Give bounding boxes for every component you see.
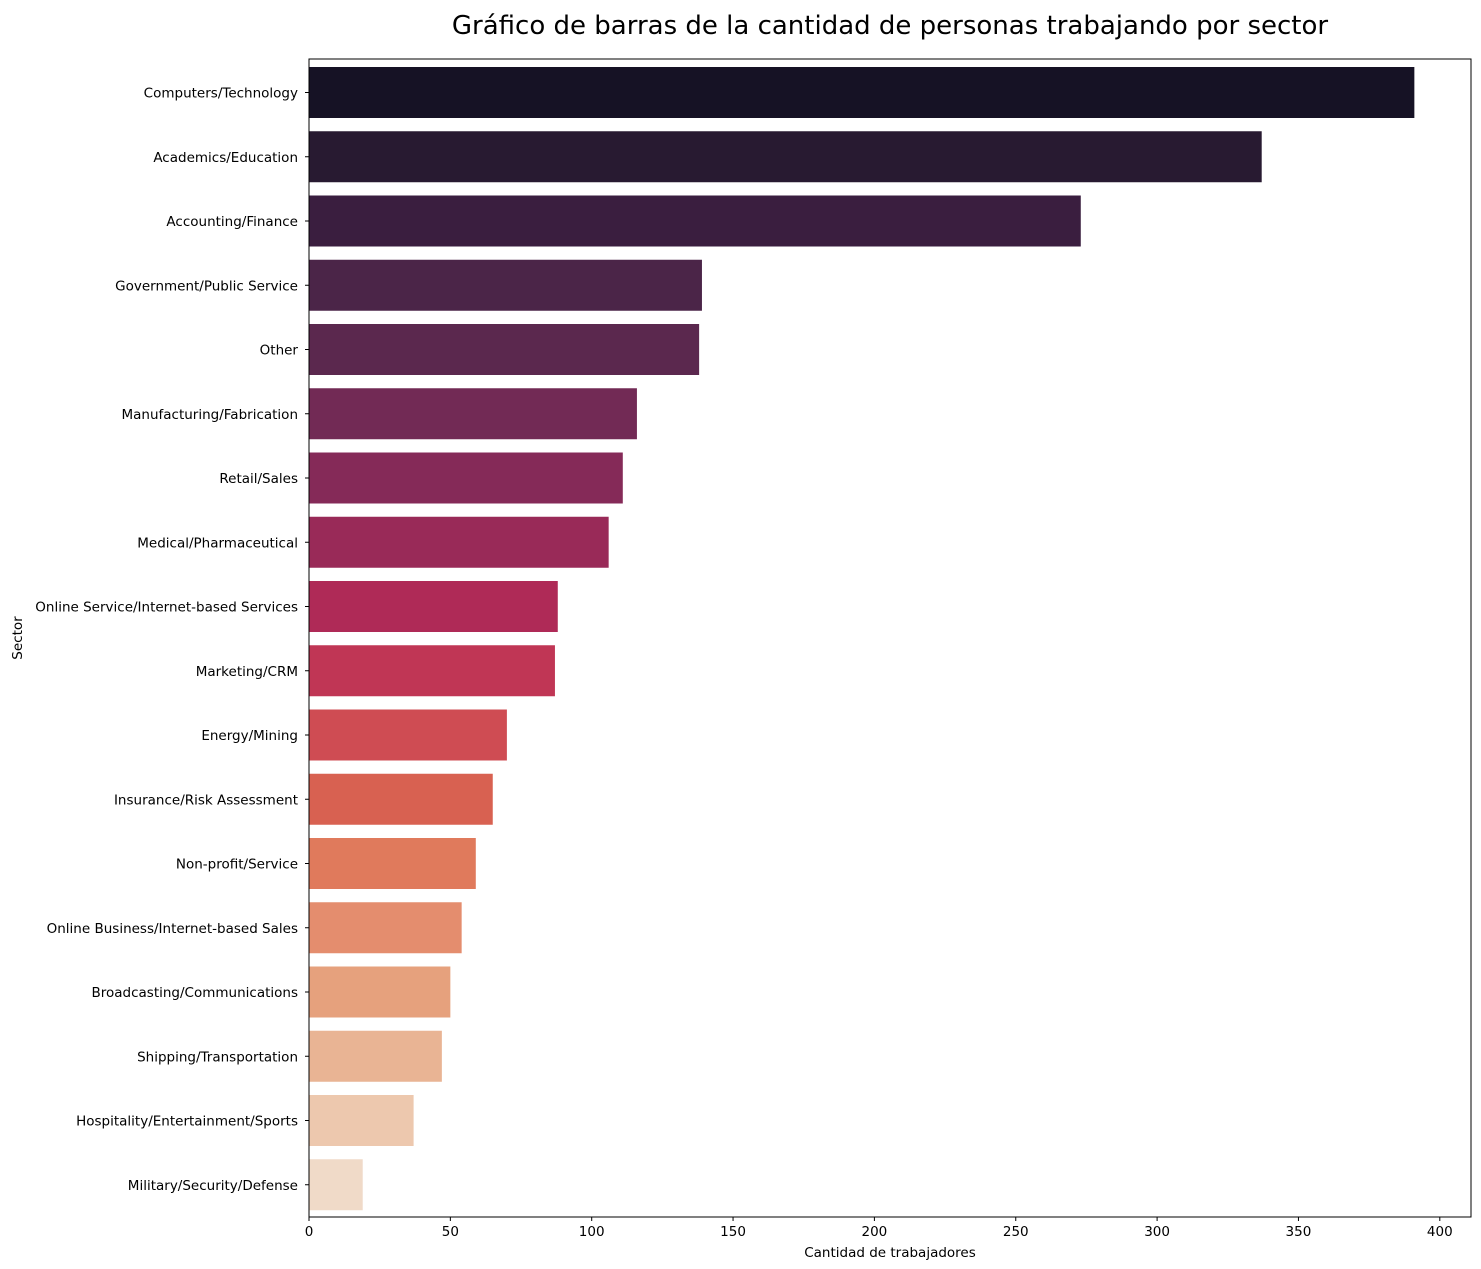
y-tick-label: Retail/Sales bbox=[219, 471, 298, 487]
bar-12 bbox=[309, 838, 476, 889]
bar-0 bbox=[309, 67, 1415, 118]
y-tick-label: Other bbox=[260, 343, 299, 359]
x-tick-label: 200 bbox=[862, 1224, 888, 1240]
plot-frame bbox=[308, 58, 1472, 1218]
bar-15 bbox=[309, 1030, 442, 1082]
y-tick-label: Military/Security/Defense bbox=[128, 1178, 298, 1194]
y-tick-label: Manufacturing/Fabrication bbox=[121, 407, 298, 423]
y-tick-label: Hospitality/Entertainment/Sports bbox=[76, 1114, 298, 1130]
x-tick-label: 250 bbox=[1003, 1224, 1029, 1240]
x-tick-label: 350 bbox=[1286, 1224, 1312, 1240]
y-tick-label: Non-profit/Service bbox=[176, 857, 298, 873]
bar-17 bbox=[309, 1159, 363, 1211]
x-tick-label: 50 bbox=[442, 1224, 459, 1240]
y-tick-label: Medical/Pharmaceutical bbox=[137, 535, 298, 551]
y-tick-label: Broadcasting/Communications bbox=[91, 985, 298, 1001]
bar-10 bbox=[309, 709, 507, 761]
y-tick-label: Online Business/Internet-based Sales bbox=[47, 921, 298, 937]
bar-6 bbox=[309, 452, 623, 504]
bar-11 bbox=[309, 773, 493, 825]
bar-13 bbox=[309, 902, 462, 954]
y-tick-label: Academics/Education bbox=[153, 150, 298, 166]
y-tick-label: Accounting/Finance bbox=[166, 214, 298, 230]
x-tick-label: 300 bbox=[1144, 1224, 1170, 1240]
x-tick-labels: 0 50 100 150 200 250 300 350 400 bbox=[305, 1217, 1453, 1240]
y-tick-label: Computers/Technology bbox=[144, 86, 298, 102]
x-tick-label: 150 bbox=[720, 1224, 746, 1240]
y-tick-label: Government/Public Service bbox=[115, 278, 298, 294]
y-tick-label: Energy/Mining bbox=[201, 728, 298, 744]
x-axis-label: Cantidad de trabajadores bbox=[804, 1245, 976, 1261]
y-tick-label: Marketing/CRM bbox=[196, 664, 298, 680]
x-tick-label: 0 bbox=[305, 1224, 314, 1240]
y-axis-label: Sector bbox=[10, 616, 26, 660]
bar-4 bbox=[309, 324, 700, 375]
bar-3 bbox=[309, 259, 702, 311]
bar-16 bbox=[309, 1095, 414, 1146]
bar-2 bbox=[309, 195, 1081, 247]
bar-14 bbox=[309, 966, 451, 1018]
bar-7 bbox=[309, 516, 609, 568]
chart-title: Gráfico de barras de la cantidad de pers… bbox=[452, 11, 1328, 41]
y-tick-label: Shipping/Transportation bbox=[137, 1049, 298, 1065]
y-tick-label: Online Service/Internet-based Services bbox=[35, 600, 298, 616]
y-tick-labels: Computers/Technology Academics/Education A… bbox=[35, 86, 309, 1194]
bar-5 bbox=[309, 388, 637, 440]
x-tick-label: 400 bbox=[1427, 1224, 1453, 1240]
bar-9 bbox=[309, 645, 555, 697]
x-tick-label: 100 bbox=[579, 1224, 605, 1240]
bars-layer bbox=[309, 67, 1415, 1211]
bar-8 bbox=[309, 581, 558, 632]
y-tick-label: Insurance/Risk Assessment bbox=[114, 792, 298, 808]
bar-1 bbox=[309, 131, 1262, 183]
